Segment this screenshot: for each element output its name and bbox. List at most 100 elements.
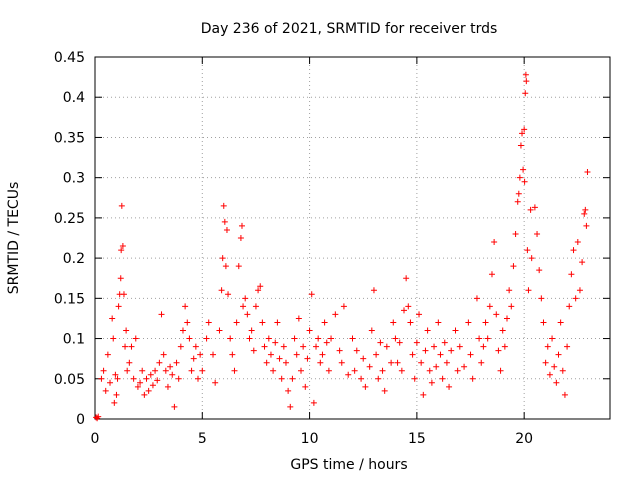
data-point (325, 367, 332, 374)
data-point (495, 347, 502, 354)
data-point (240, 303, 247, 310)
data-point (454, 367, 461, 374)
data-point (499, 327, 506, 334)
data-point (282, 359, 289, 366)
data-point (473, 295, 480, 302)
data-point (517, 142, 524, 149)
data-point (104, 351, 111, 358)
data-point (531, 204, 538, 211)
data-point (469, 375, 476, 382)
data-point (261, 343, 268, 350)
data-point (250, 347, 257, 354)
data-point (321, 319, 328, 326)
data-point (456, 343, 463, 350)
data-point (128, 343, 135, 350)
data-point (167, 363, 174, 370)
data-point (238, 222, 245, 229)
data-point (435, 319, 442, 326)
data-point (452, 327, 459, 334)
data-point (171, 403, 178, 410)
data-point (520, 166, 527, 173)
data-point (338, 359, 345, 366)
data-point (149, 382, 156, 389)
data-point (199, 367, 206, 374)
data-point (332, 311, 339, 318)
data-point (411, 375, 418, 382)
data-point (252, 303, 259, 310)
y-tick-label: 0.3 (63, 171, 85, 187)
data-point (141, 391, 148, 398)
data-point (313, 343, 320, 350)
data-point (132, 335, 139, 342)
data-point (546, 371, 553, 378)
data-point (553, 379, 560, 386)
data-point (197, 351, 204, 358)
data-point (525, 287, 532, 294)
data-point (368, 327, 375, 334)
data-point (289, 375, 296, 382)
data-point (416, 311, 423, 318)
data-point (118, 202, 125, 209)
data-point (231, 367, 238, 374)
y-tick-label: 0 (76, 412, 85, 428)
data-point (210, 351, 217, 358)
x-tick-label: 0 (91, 431, 100, 447)
data-point (175, 375, 182, 382)
data-point (300, 343, 307, 350)
data-point (112, 371, 119, 378)
data-point (310, 399, 317, 406)
data-point (259, 319, 266, 326)
data-point (572, 295, 579, 302)
data-point (242, 295, 249, 302)
x-tick-label: 20 (515, 431, 533, 447)
data-point (306, 327, 313, 334)
data-point (122, 343, 129, 350)
data-point (295, 315, 302, 322)
data-point (270, 367, 277, 374)
data-point (373, 351, 380, 358)
x-tick-label: 10 (301, 431, 319, 447)
data-point (559, 367, 566, 374)
data-point (413, 339, 420, 346)
data-point (568, 271, 575, 278)
data-point (398, 367, 405, 374)
data-point (557, 319, 564, 326)
data-point (304, 355, 311, 362)
data-point (100, 367, 107, 374)
data-point (519, 130, 526, 137)
data-point (394, 359, 401, 366)
y-tick-labels: 0 0.05 0.1 0.15 0.2 0.25 0.3 0.35 0.4 0.45 (54, 50, 85, 428)
data-point (401, 307, 407, 314)
data-point (506, 287, 513, 294)
x-axis-label: GPS time / hours (290, 457, 407, 473)
data-point (223, 226, 230, 233)
data-point (521, 126, 528, 133)
y-tick-label: 0.35 (54, 130, 85, 146)
data-point (255, 287, 262, 294)
data-point (441, 339, 448, 346)
data-point (528, 255, 535, 262)
data-point (212, 379, 219, 386)
data-point (549, 335, 556, 342)
data-point (351, 367, 358, 374)
data-point (383, 343, 390, 350)
data-point (233, 319, 240, 326)
data-point (437, 351, 444, 358)
data-point (488, 271, 495, 278)
data-point (486, 303, 493, 310)
chart-title: Day 236 of 2021, SRMTID for receiver trd… (201, 21, 498, 37)
data-point (409, 351, 416, 358)
data-point (366, 363, 373, 370)
data-point (480, 343, 487, 350)
data-point (504, 315, 510, 322)
data-point (111, 399, 118, 406)
data-point (158, 311, 165, 318)
y-tick-label: 0.4 (63, 90, 85, 106)
data-point (160, 351, 167, 358)
data-point (524, 247, 531, 254)
data-point (340, 303, 347, 310)
data-point (418, 359, 425, 366)
data-point (137, 379, 144, 386)
data-point (119, 243, 126, 250)
